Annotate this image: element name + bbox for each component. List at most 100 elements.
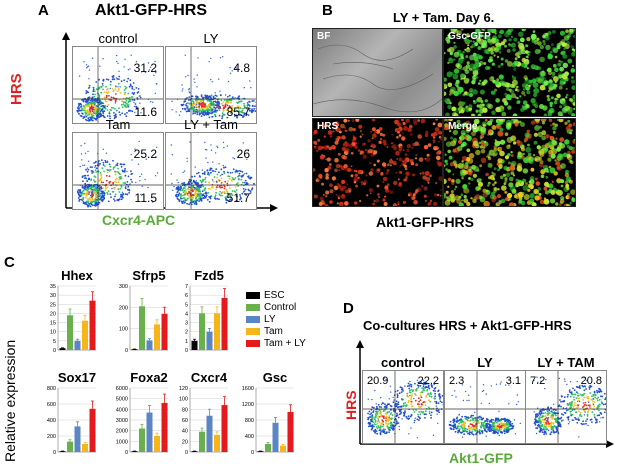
y-tick-label: 5: [53, 339, 56, 345]
bar-esc: [131, 451, 138, 452]
upper-right-percent: 20.8: [580, 375, 602, 387]
bar-esc: [191, 451, 198, 452]
facs-plot-title: control: [380, 355, 426, 370]
gsc-gfp-image: Gsc-GFP: [443, 28, 576, 117]
brightfield-image: BF: [312, 28, 443, 117]
bar-tamly: [161, 402, 168, 452]
bar-chart-cxcr4: Cxcr4 0 20 40 60 80 100 120: [179, 370, 228, 456]
legend-swatch: [246, 327, 260, 335]
hrs-image-label: HRS: [317, 121, 339, 132]
y-tick-label: 6: [185, 293, 188, 299]
bar-esc: [191, 340, 198, 350]
y-tick-label: 5000: [116, 397, 128, 403]
panel-a-y-axis-label: HRS: [8, 73, 25, 105]
chart-title: Foxa2: [130, 370, 168, 385]
legend-swatch: [246, 315, 260, 323]
panel-c-y-axis-label: Relative expression: [2, 339, 18, 462]
bar-esc: [59, 348, 66, 350]
facs-density-cloud: [445, 371, 525, 443]
gsc-gfp-label: Gsc-GFP: [448, 31, 491, 42]
bar-esc: [257, 451, 264, 452]
bar-chart-gsc: Gsc 0 400 800 1200 1600: [242, 370, 294, 456]
y-tick-label: 5: [185, 302, 188, 308]
upper-right-percent: 3.1: [505, 375, 521, 387]
y-tick-label: 3: [185, 321, 188, 327]
facs-density-cloud: [73, 133, 163, 209]
chart-title: Hhex: [61, 268, 94, 283]
y-tick-label: 15: [50, 321, 56, 327]
y-tick-label: 1: [185, 339, 188, 345]
bar-chart-sox17: Sox17 0 200 400 600 800: [47, 370, 96, 456]
bar-tam: [214, 313, 220, 350]
y-tick-label: 40: [182, 429, 188, 435]
coculture-facs-plot-1: control 20.9 22.2: [362, 355, 445, 444]
bar-chart-fzd5: Fzd5 0 1 2 3 4 5 6 7: [185, 268, 228, 354]
y-tick-label: 20: [50, 311, 56, 317]
legend-label: Tam + LY: [264, 338, 306, 349]
y-tick-label: 1000: [116, 439, 128, 445]
brightfield-label: BF: [317, 31, 331, 42]
merge-label: Merge: [448, 121, 478, 132]
y-tick-label: 100: [179, 397, 188, 403]
bar-ly: [206, 415, 213, 452]
y-tick-label: 300: [119, 284, 128, 290]
bar-tam: [154, 324, 160, 350]
bar-tam: [82, 444, 88, 452]
upper-right-percent: 22.2: [417, 375, 439, 387]
bar-control: [67, 441, 73, 452]
y-tick-label: 60: [182, 418, 188, 424]
y-tick-label: 200: [119, 305, 128, 311]
bar-tam: [280, 445, 286, 452]
merge-image: Merge: [443, 118, 576, 207]
chart-title: Sfrp5: [132, 268, 165, 283]
y-tick-label: 6000: [116, 386, 128, 392]
y-tick-label: 7: [185, 284, 188, 290]
y-tick-label: 0: [185, 348, 188, 354]
bar-esc: [59, 451, 66, 452]
y-tick-label: 0: [125, 450, 128, 456]
chart-title: Gsc: [263, 370, 288, 385]
legend-item: ESC: [246, 290, 285, 301]
bar-ly: [272, 422, 279, 452]
y-tick-label: 1200: [242, 402, 254, 408]
bar-tam: [82, 320, 88, 350]
legend-swatch: [246, 291, 260, 299]
bar-ly: [74, 426, 81, 452]
bar-chart-sfrp5: Sfrp5 0 100 200 300: [119, 268, 168, 354]
y-tick-label: 1600: [242, 386, 254, 392]
panel-d-x-axis-label: Akt1-GFP: [449, 450, 513, 466]
legend-label: LY: [264, 314, 276, 325]
legend-item: Tam: [246, 326, 283, 337]
bar-control: [199, 313, 205, 350]
legend-label: Tam: [264, 326, 283, 337]
upper-left-percent: 7.2: [530, 375, 546, 387]
panel-a-title: Akt1-GFP-HRS: [95, 2, 208, 19]
y-tick-label: 0: [125, 348, 128, 354]
facs-plot-1: control 31.2 11.6: [72, 31, 164, 124]
lower-right-percent: 11.6: [134, 105, 157, 119]
facs-density-cloud: [526, 371, 611, 443]
bar-chart-hhex: Hhex 0 5 10 15 20 25 30 35: [50, 268, 96, 354]
y-tick-label: 25: [50, 302, 56, 308]
bar-ly: [74, 340, 81, 350]
y-tick-label: 0: [185, 450, 188, 456]
bar-ly: [206, 331, 213, 350]
panel-b-caption: Akt1-GFP-HRS: [376, 214, 475, 230]
upper-right-percent: 25.2: [133, 147, 157, 161]
y-tick-label: 2000: [116, 429, 128, 435]
bar-control: [199, 431, 205, 452]
facs-plot-3: Tam 25.2 11.5: [72, 117, 164, 210]
bar-tamly: [89, 300, 96, 350]
y-tick-label: 30: [50, 293, 56, 299]
coculture-facs-plot-3: LY + TAM 7.2 20.8: [525, 355, 611, 444]
chart-title: Cxcr4: [191, 370, 228, 385]
upper-right-percent: 4.8: [233, 61, 250, 75]
y-tick-label: 4: [185, 311, 188, 317]
bar-esc: [131, 349, 138, 350]
bar-control: [265, 444, 271, 452]
y-tick-label: 0: [251, 450, 254, 456]
legend-item: Control: [246, 302, 296, 313]
legend-label: ESC: [264, 290, 285, 301]
legend-item: Tam + LY: [246, 338, 306, 349]
legend-swatch: [246, 303, 260, 311]
